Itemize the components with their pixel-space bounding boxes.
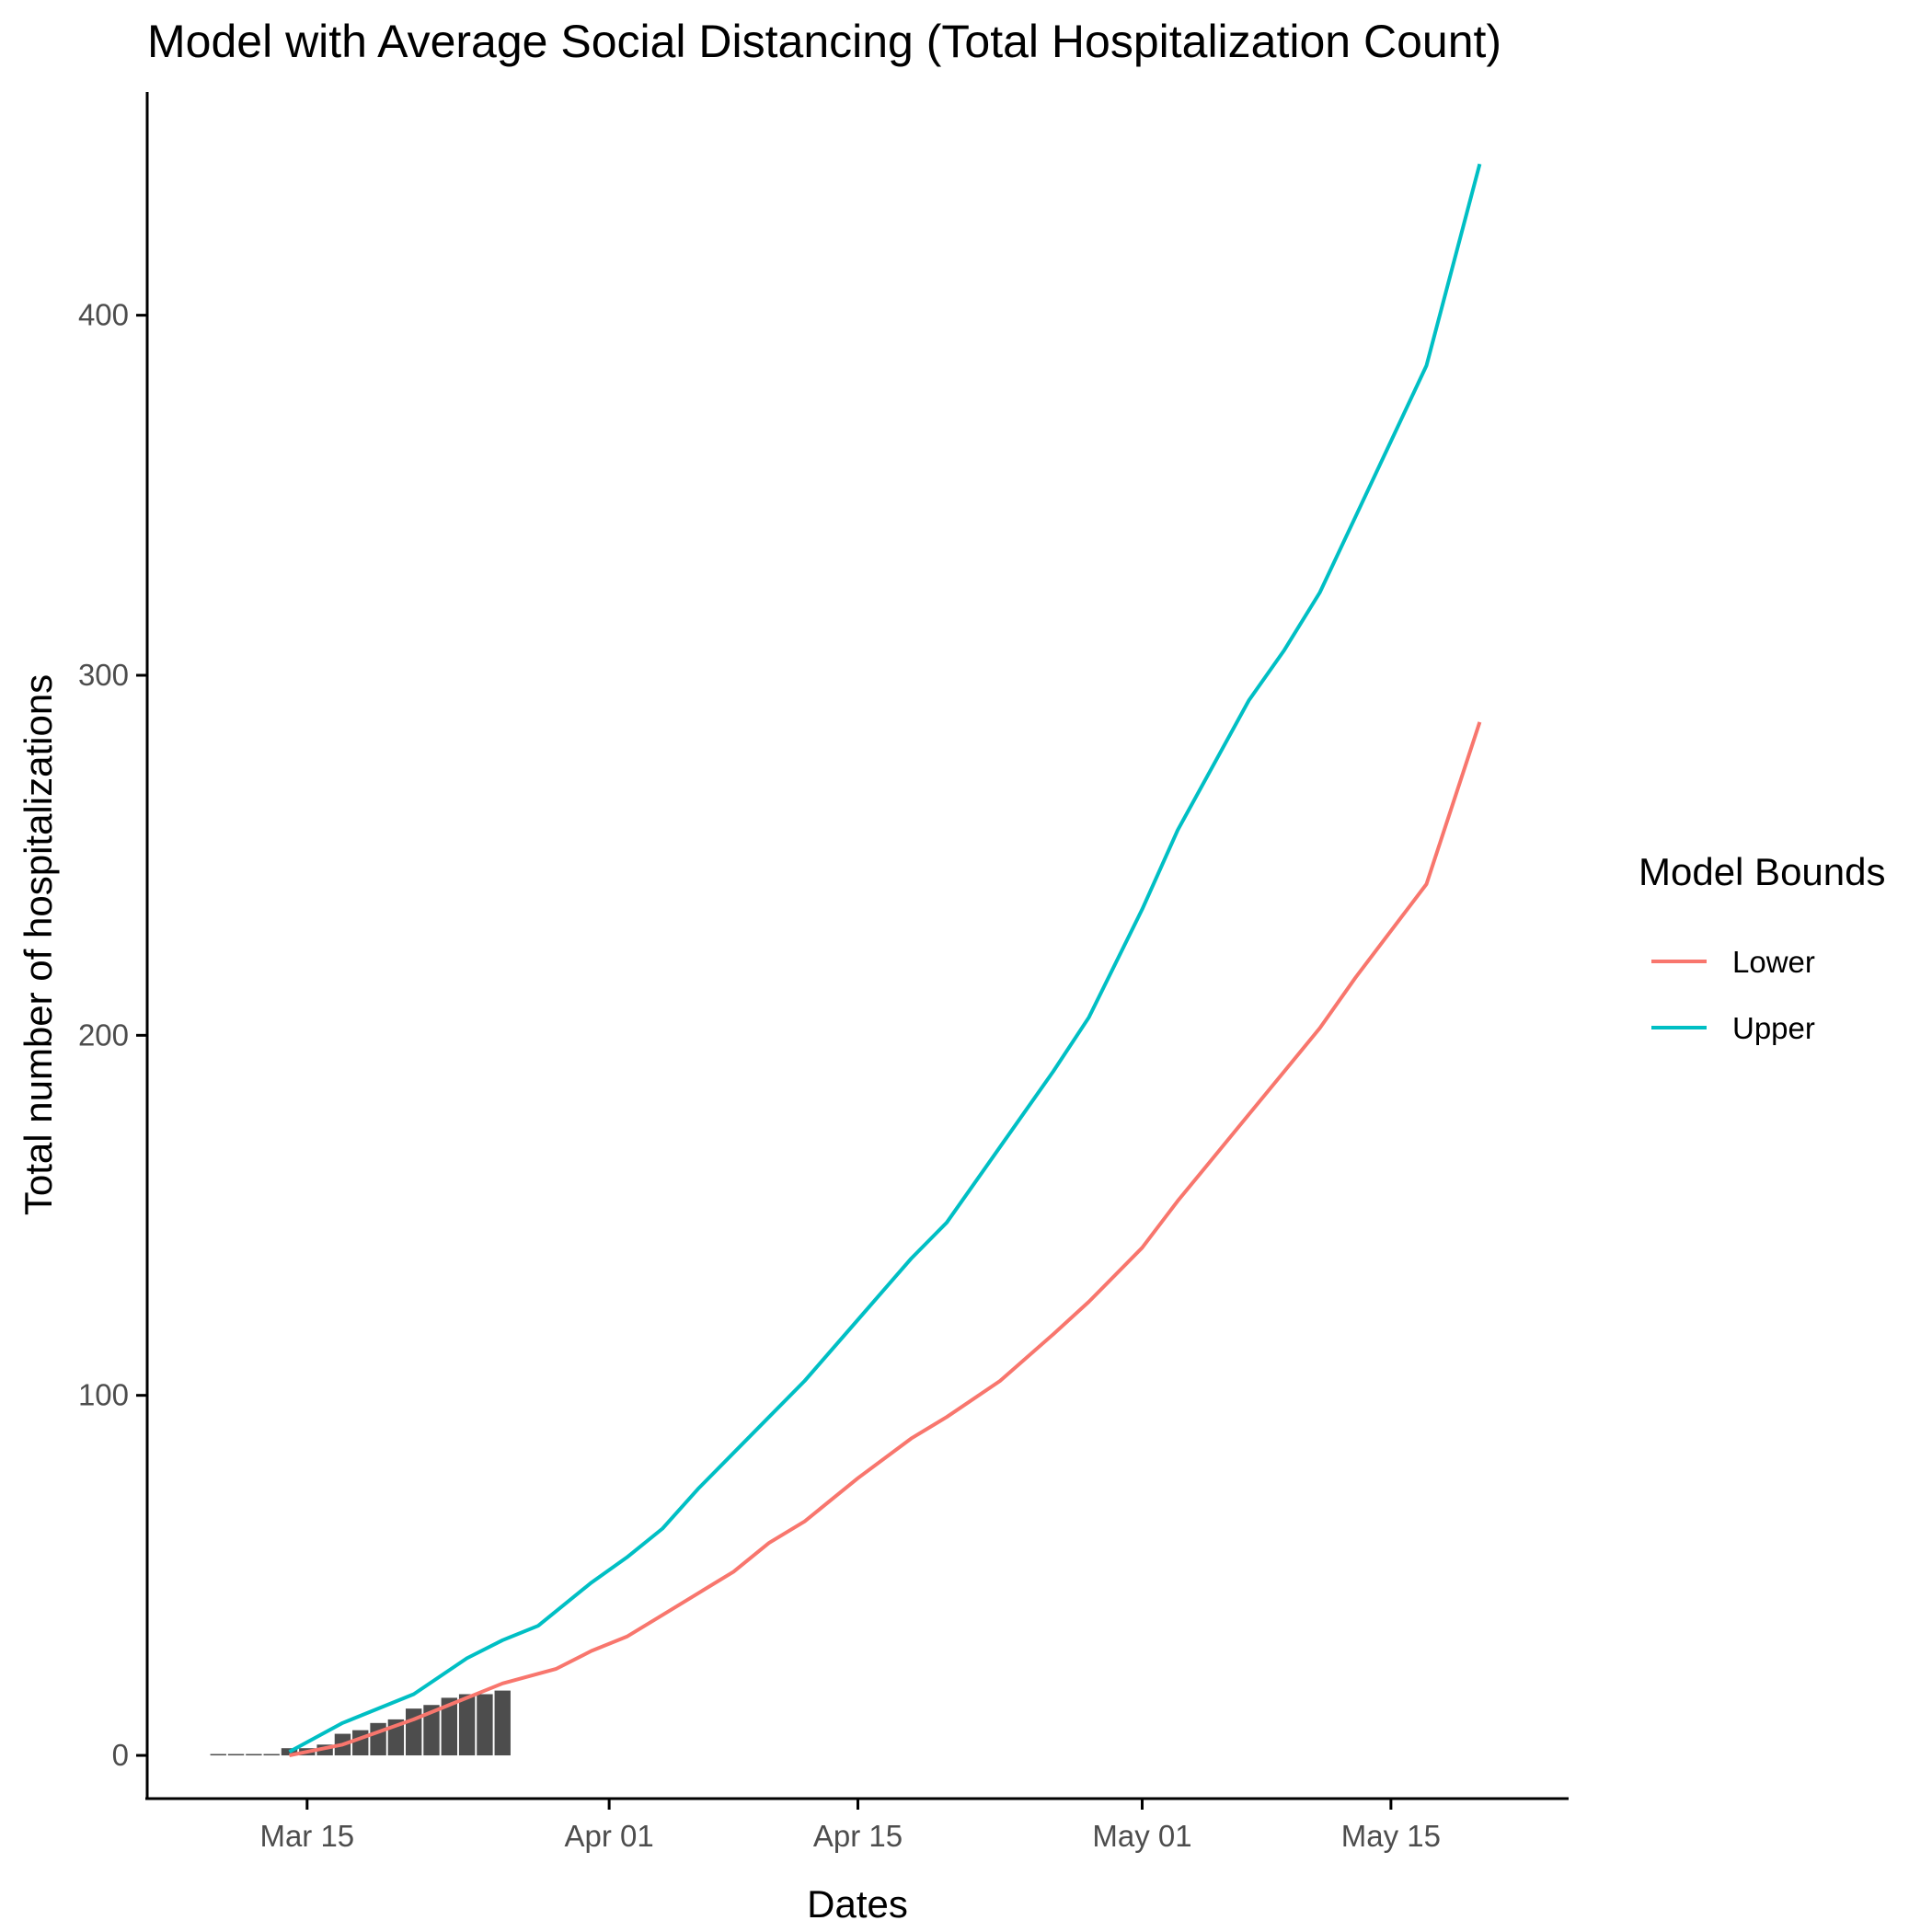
observed-bar [370,1722,386,1756]
observed-bar [246,1754,262,1756]
observed-bar [210,1754,226,1756]
legend-title: Model Bounds [1639,850,1886,893]
observed-bar [227,1754,245,1756]
x-axis-title: Dates [807,1882,908,1926]
x-tick-label: Apr 01 [565,1819,654,1853]
y-axis-ticks: 0 100 200 300 400 [78,298,147,1772]
observed-bar [441,1697,458,1756]
legend-label-lower: Lower [1732,945,1815,979]
plot-area [210,163,1482,1757]
series-line-upper [288,163,1482,1754]
observed-bar [423,1705,440,1756]
chart-title: Model with Average Social Distancing (To… [147,16,1501,67]
observed-bar [458,1694,476,1756]
observed-bar [352,1730,369,1756]
y-tick-label: 400 [78,298,129,332]
x-axis-ticks: Mar 15 Apr 01 Apr 15 May 01 May 15 [259,1799,1441,1853]
x-tick-label: May 01 [1092,1819,1191,1853]
y-tick-label: 200 [78,1018,129,1052]
y-tick-label: 300 [78,658,129,692]
series-line-lower [289,721,1482,1757]
legend: Model Bounds Lower Upper [1639,850,1886,1045]
x-tick-label: May 15 [1341,1819,1441,1853]
y-axis-title: Total number of hospitalizations [17,674,60,1215]
y-tick-label: 0 [112,1738,129,1772]
y-tick-label: 100 [78,1378,129,1412]
x-tick-label: Apr 15 [813,1819,903,1853]
observed-bar [477,1694,493,1756]
x-tick-label: Mar 15 [259,1819,354,1853]
observed-bar [494,1690,511,1756]
observed-bar [263,1754,280,1756]
legend-label-upper: Upper [1732,1011,1815,1045]
observed-bar [281,1748,298,1756]
